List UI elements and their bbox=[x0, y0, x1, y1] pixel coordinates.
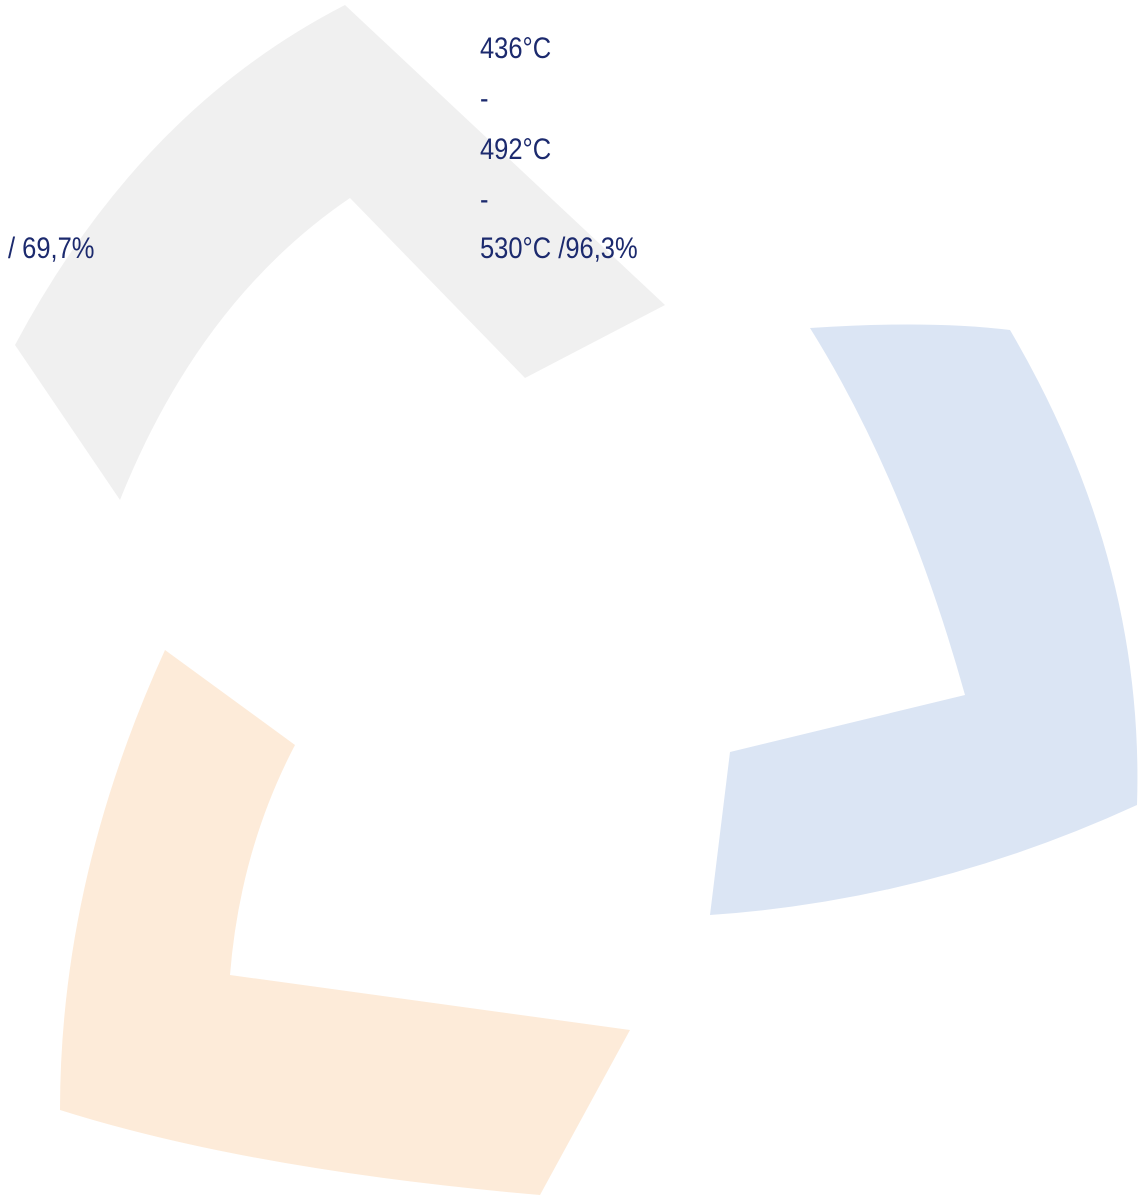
blue-band bbox=[710, 324, 1138, 915]
gray-band bbox=[15, 5, 665, 500]
left-label: / 69,7% bbox=[8, 232, 95, 265]
temp-line: - bbox=[480, 183, 489, 216]
temp-line: 530°C /96,3% bbox=[480, 232, 638, 265]
temp-line: 436°C bbox=[480, 32, 552, 65]
temp-line: - bbox=[480, 82, 489, 115]
temp-line: 492°C bbox=[480, 133, 552, 166]
orange-band bbox=[60, 650, 630, 1195]
